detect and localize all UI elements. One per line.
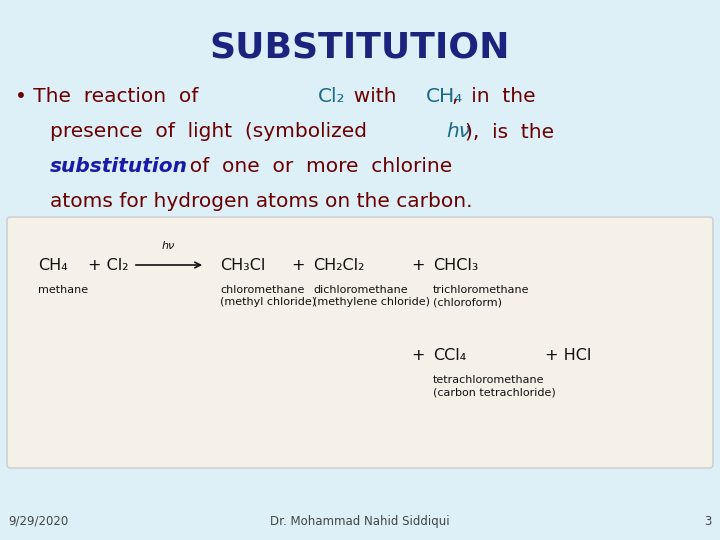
Text: +: + [292,258,305,273]
Text: CCl₄: CCl₄ [433,348,467,362]
Text: dichloromethane
(methylene chloride): dichloromethane (methylene chloride) [313,285,430,307]
Text: substitution: substitution [50,157,188,176]
Text: ),  is  the: ), is the [465,122,554,141]
Text: with: with [341,87,409,106]
Text: ,  in  the: , in the [452,87,536,106]
Text: CH₂Cl₂: CH₂Cl₂ [313,258,364,273]
Text: presence  of  light  (symbolized: presence of light (symbolized [50,122,379,141]
Text: methane: methane [38,285,88,295]
Text: CH₄: CH₄ [426,87,463,106]
Text: Dr. Mohammad Nahid Siddiqui: Dr. Mohammad Nahid Siddiqui [270,515,450,528]
Text: CHCl₃: CHCl₃ [433,258,478,273]
Text: chloromethane
(methyl chloride): chloromethane (methyl chloride) [220,285,316,307]
Text: 3: 3 [705,515,712,528]
FancyBboxPatch shape [7,217,713,468]
Text: +: + [411,258,425,273]
Text: 9/29/2020: 9/29/2020 [8,515,68,528]
Text: Cl₂: Cl₂ [318,87,346,106]
Text: of  one  or  more  chlorine: of one or more chlorine [177,157,452,176]
Text: tetrachloromethane
(carbon tetrachloride): tetrachloromethane (carbon tetrachloride… [433,375,556,397]
Text: + Cl₂: + Cl₂ [88,258,128,273]
Text: hν: hν [161,241,175,251]
Text: SUBSTITUTION: SUBSTITUTION [210,30,510,64]
Text: + HCl: + HCl [545,348,591,362]
Text: • The  reaction  of: • The reaction of [15,87,211,106]
Text: CH₃Cl: CH₃Cl [220,258,266,273]
Text: atoms for hydrogen atoms on the carbon.: atoms for hydrogen atoms on the carbon. [50,192,472,211]
Text: +: + [411,348,425,362]
Text: CH₄: CH₄ [38,258,68,273]
Text: trichloromethane
(chloroform): trichloromethane (chloroform) [433,285,529,307]
Text: hν: hν [446,122,470,141]
